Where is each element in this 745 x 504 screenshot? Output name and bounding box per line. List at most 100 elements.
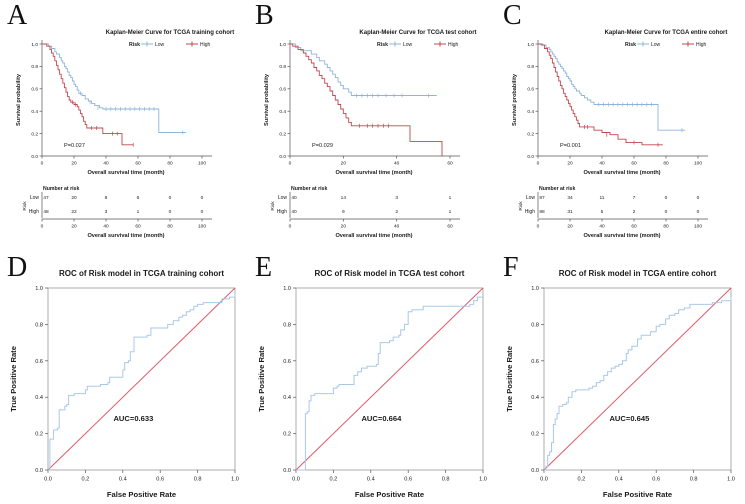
roc-curve xyxy=(296,296,483,471)
panel-b-km-test: B Kaplan-Meier Curve for TCGA test cohor… xyxy=(248,0,496,252)
y-tick-label: 1.0 xyxy=(283,286,291,292)
y-tick-label: 0.4 xyxy=(531,395,539,401)
plot-axes xyxy=(39,40,212,159)
x-tick-label: 0 xyxy=(289,161,292,167)
panel-c-km-entire: C Kaplan-Meier Curve for TCGA entire coh… xyxy=(496,0,744,252)
x-tick-label: 60 xyxy=(631,161,637,167)
legend-risk-label: Risk xyxy=(129,42,140,48)
risk-count: 40 xyxy=(291,195,297,201)
risk-count: 31 xyxy=(567,209,573,215)
legend-risk-label: Risk xyxy=(625,42,636,48)
legend-item-label: High xyxy=(200,42,211,48)
x-tick-label: 0.2 xyxy=(82,477,90,483)
risk-count: 7 xyxy=(633,195,636,201)
risk-x-tick-label: 80 xyxy=(167,224,173,230)
risk-table-x-label: Overall survival time (month) xyxy=(87,233,164,239)
x-axis-label: False Positive Rate xyxy=(603,490,672,499)
x-tick-label: 1.0 xyxy=(479,477,487,483)
chart-title: Kaplan-Meier Curve for TCGA training coh… xyxy=(106,30,234,36)
risk-x-tick-label: 0 xyxy=(289,224,292,230)
risk-x-tick-label: 60 xyxy=(135,224,141,230)
risk-x-tick-label: 100 xyxy=(694,224,702,230)
risk-x-tick-label: 80 xyxy=(663,224,669,230)
risk-count: 6 xyxy=(137,195,140,201)
y-axis-label: True Positive Rate xyxy=(9,346,18,412)
chart-title: Kaplan-Meier Curve for TCGA test cohort xyxy=(359,30,476,36)
risk-count: 88 xyxy=(539,209,545,215)
y-axis-label: True Positive Rate xyxy=(505,346,514,412)
risk-x-tick-label: 20 xyxy=(567,224,573,230)
roc-curve xyxy=(544,297,732,471)
risk-count: 2 xyxy=(395,209,398,215)
legend-item-high: High xyxy=(434,41,459,48)
legend-item-label: High xyxy=(696,42,707,48)
plot-frame xyxy=(47,287,236,471)
legend-item-low: Low xyxy=(389,41,413,48)
y-tick-label: 0.4 xyxy=(279,109,286,115)
plot-frame xyxy=(543,287,732,471)
risk-count: 47 xyxy=(43,195,49,201)
risk-row-label-high: High xyxy=(29,209,40,215)
reference-diagonal-line xyxy=(543,287,732,471)
y-tick-label: 0.6 xyxy=(531,359,539,365)
chart-title: ROC of Risk model in TCGA training cohor… xyxy=(59,269,224,278)
x-tick-label: 80 xyxy=(167,161,173,167)
km-chart-training-cohort: Kaplan-Meier Curve for TCGA training coh… xyxy=(16,30,234,239)
risk-x-tick-label: 40 xyxy=(103,224,109,230)
roc-chart-entire-cohort: ROC of Risk model in TCGA entire cohort 0… xyxy=(505,269,735,499)
risk-count: 0 xyxy=(697,195,700,201)
y-tick-label: 0.6 xyxy=(527,87,534,93)
risk-count: 0 xyxy=(169,209,172,215)
y-tick-label: 0.6 xyxy=(35,359,43,365)
y-tick-label: 1.0 xyxy=(35,286,43,292)
auc-value-label: AUC=0.645 xyxy=(609,414,650,423)
auc-value-label: AUC=0.633 xyxy=(113,414,153,423)
p-value-label: P=0.001 xyxy=(560,143,581,149)
censor-marks-high xyxy=(358,123,390,128)
risk-count: 1 xyxy=(137,209,140,215)
km-curve-high xyxy=(538,43,663,146)
risk-table-x-axis xyxy=(537,218,708,222)
x-tick-label: 20 xyxy=(71,161,77,167)
risk-count: 20 xyxy=(71,195,77,201)
km-curve-high xyxy=(42,43,134,146)
legend-item-label: Low xyxy=(403,42,413,48)
y-tick-label: 0.8 xyxy=(283,322,291,328)
reference-diagonal-line xyxy=(47,287,236,471)
y-axis-label: Survival probability xyxy=(16,73,22,126)
plot-axes xyxy=(293,287,484,473)
p-value-label: P=0.027 xyxy=(64,143,85,149)
risk-table-heading: Number at risk xyxy=(291,186,327,192)
risk-count: 1 xyxy=(449,209,452,215)
risk-count: 1 xyxy=(449,195,452,201)
km-curve-low xyxy=(290,43,437,96)
x-axis-label: False Positive Rate xyxy=(355,490,424,499)
risk-count: 5 xyxy=(601,209,604,215)
panel-letter-e: E xyxy=(255,252,273,283)
reference-diagonal-line xyxy=(295,287,484,471)
risk-table-axis-label: Risk xyxy=(270,201,276,211)
km-curve-low xyxy=(538,43,686,131)
chart-title: ROC of Risk model in TCGA entire cohort xyxy=(559,269,717,278)
risk-count: 3 xyxy=(105,209,108,215)
x-tick-label: 0.8 xyxy=(194,477,202,483)
y-tick-label: 0.0 xyxy=(35,468,43,474)
risk-x-tick-label: 0 xyxy=(537,224,540,230)
risk-table-axis-label: Risk xyxy=(518,201,524,211)
censor-marks-high xyxy=(584,124,659,147)
km-chart-entire-cohort: Kaplan-Meier Curve for TCGA entire cohor… xyxy=(512,30,728,239)
x-tick-label: 60 xyxy=(135,161,141,167)
x-tick-label: 0.4 xyxy=(615,477,623,483)
x-axis-label: Overall survival time (month) xyxy=(87,170,164,176)
plot-axes xyxy=(45,287,236,473)
risk-count: 2 xyxy=(633,209,636,215)
x-tick-label: 40 xyxy=(103,161,109,167)
x-tick-label: 0.4 xyxy=(367,477,375,483)
risk-count: 48 xyxy=(43,209,49,215)
roc-curve xyxy=(48,293,236,471)
censor-marks-low xyxy=(356,93,430,98)
chart-title: Kaplan-Meier Curve for TCGA entire cohor… xyxy=(605,30,728,36)
roc-chart-test-cohort: ROC of Risk model in TCGA test cohort 0.0… xyxy=(257,269,487,499)
risk-count: 0 xyxy=(697,209,700,215)
